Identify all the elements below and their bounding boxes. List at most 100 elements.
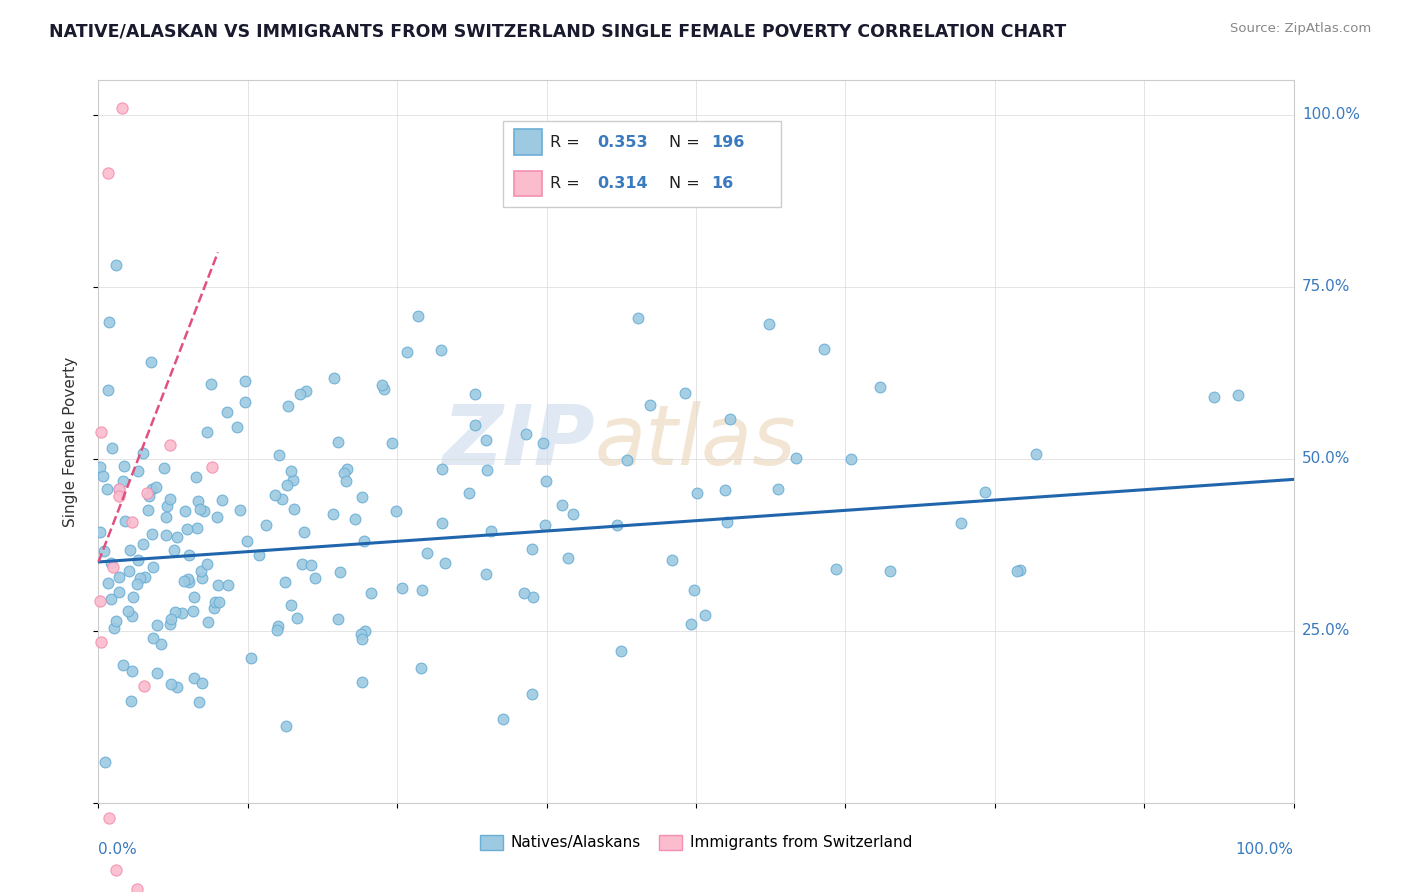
- Point: [557, 551, 579, 566]
- Point: [183, 672, 205, 686]
- Point: [155, 509, 177, 524]
- Point: [89, 594, 111, 608]
- Point: [111, 657, 134, 672]
- Text: NATIVE/ALASKAN VS IMMIGRANTS FROM SWITZERLAND SINGLE FEMALE POVERTY CORRELATION : NATIVE/ALASKAN VS IMMIGRANTS FROM SWITZE…: [49, 22, 1067, 40]
- Point: [188, 695, 211, 709]
- Point: [190, 565, 212, 579]
- Point: [285, 611, 308, 625]
- Point: [280, 465, 302, 479]
- Point: [89, 460, 111, 475]
- Point: [464, 387, 486, 401]
- Point: [112, 458, 135, 473]
- Point: [108, 570, 131, 584]
- Point: [475, 566, 498, 581]
- Point: [193, 504, 215, 518]
- Point: [159, 438, 181, 452]
- Point: [385, 504, 408, 518]
- Point: [267, 618, 290, 632]
- Point: [290, 386, 312, 401]
- Point: [839, 452, 862, 467]
- Point: [156, 500, 179, 514]
- Point: [101, 441, 124, 455]
- Point: [132, 537, 155, 551]
- Point: [281, 474, 304, 488]
- Point: [758, 317, 780, 331]
- Point: [1008, 563, 1031, 577]
- Point: [226, 420, 249, 434]
- Point: [561, 507, 583, 521]
- Point: [136, 503, 159, 517]
- Point: [457, 486, 479, 500]
- Text: 0.314: 0.314: [598, 176, 648, 191]
- Point: [98, 315, 121, 329]
- Point: [191, 675, 214, 690]
- Point: [433, 557, 456, 571]
- Point: [100, 556, 122, 570]
- Point: [173, 574, 195, 588]
- Point: [104, 863, 127, 878]
- Point: [91, 469, 114, 483]
- Point: [97, 383, 120, 397]
- Point: [280, 598, 302, 612]
- Point: [333, 466, 356, 480]
- Point: [616, 452, 638, 467]
- Point: [352, 675, 374, 690]
- Text: Source: ZipAtlas.com: Source: ZipAtlas.com: [1230, 22, 1371, 36]
- Point: [108, 489, 131, 503]
- Text: 16: 16: [711, 176, 734, 191]
- Point: [1025, 447, 1047, 461]
- Text: 50.0%: 50.0%: [1302, 451, 1350, 467]
- Point: [146, 665, 169, 680]
- Point: [610, 644, 633, 658]
- Point: [869, 380, 891, 394]
- Point: [188, 502, 211, 516]
- Point: [475, 433, 498, 447]
- Point: [186, 470, 208, 484]
- Point: [97, 166, 120, 180]
- Point: [1226, 388, 1249, 402]
- Point: [682, 583, 704, 598]
- Point: [264, 488, 287, 502]
- Point: [90, 425, 112, 439]
- Point: [256, 518, 278, 533]
- Point: [121, 590, 143, 604]
- Point: [328, 612, 350, 626]
- Text: 100.0%: 100.0%: [1236, 842, 1294, 856]
- Point: [295, 384, 318, 398]
- Point: [200, 377, 222, 392]
- Point: [322, 507, 344, 521]
- Point: [354, 624, 377, 639]
- Point: [121, 515, 143, 529]
- Point: [120, 543, 142, 558]
- FancyBboxPatch shape: [513, 129, 541, 155]
- Point: [159, 492, 181, 507]
- Text: atlas: atlas: [595, 401, 796, 482]
- Point: [391, 581, 413, 595]
- Point: [96, 482, 118, 496]
- Point: [229, 503, 252, 517]
- Point: [207, 509, 229, 524]
- Point: [97, 811, 120, 825]
- Point: [107, 482, 129, 496]
- Point: [291, 557, 314, 571]
- Point: [163, 543, 186, 558]
- Point: [215, 405, 238, 419]
- Point: [100, 591, 122, 606]
- Point: [197, 615, 219, 630]
- Point: [973, 484, 995, 499]
- Point: [132, 446, 155, 460]
- Point: [166, 530, 188, 544]
- Point: [136, 485, 159, 500]
- Point: [239, 651, 262, 665]
- Point: [128, 571, 150, 585]
- Point: [187, 494, 209, 508]
- Point: [606, 518, 628, 533]
- Point: [101, 559, 124, 574]
- Text: 0.353: 0.353: [598, 135, 648, 150]
- Point: [107, 584, 129, 599]
- Point: [371, 377, 394, 392]
- Point: [90, 635, 112, 649]
- Point: [211, 493, 233, 508]
- Point: [121, 665, 143, 679]
- Point: [204, 600, 226, 615]
